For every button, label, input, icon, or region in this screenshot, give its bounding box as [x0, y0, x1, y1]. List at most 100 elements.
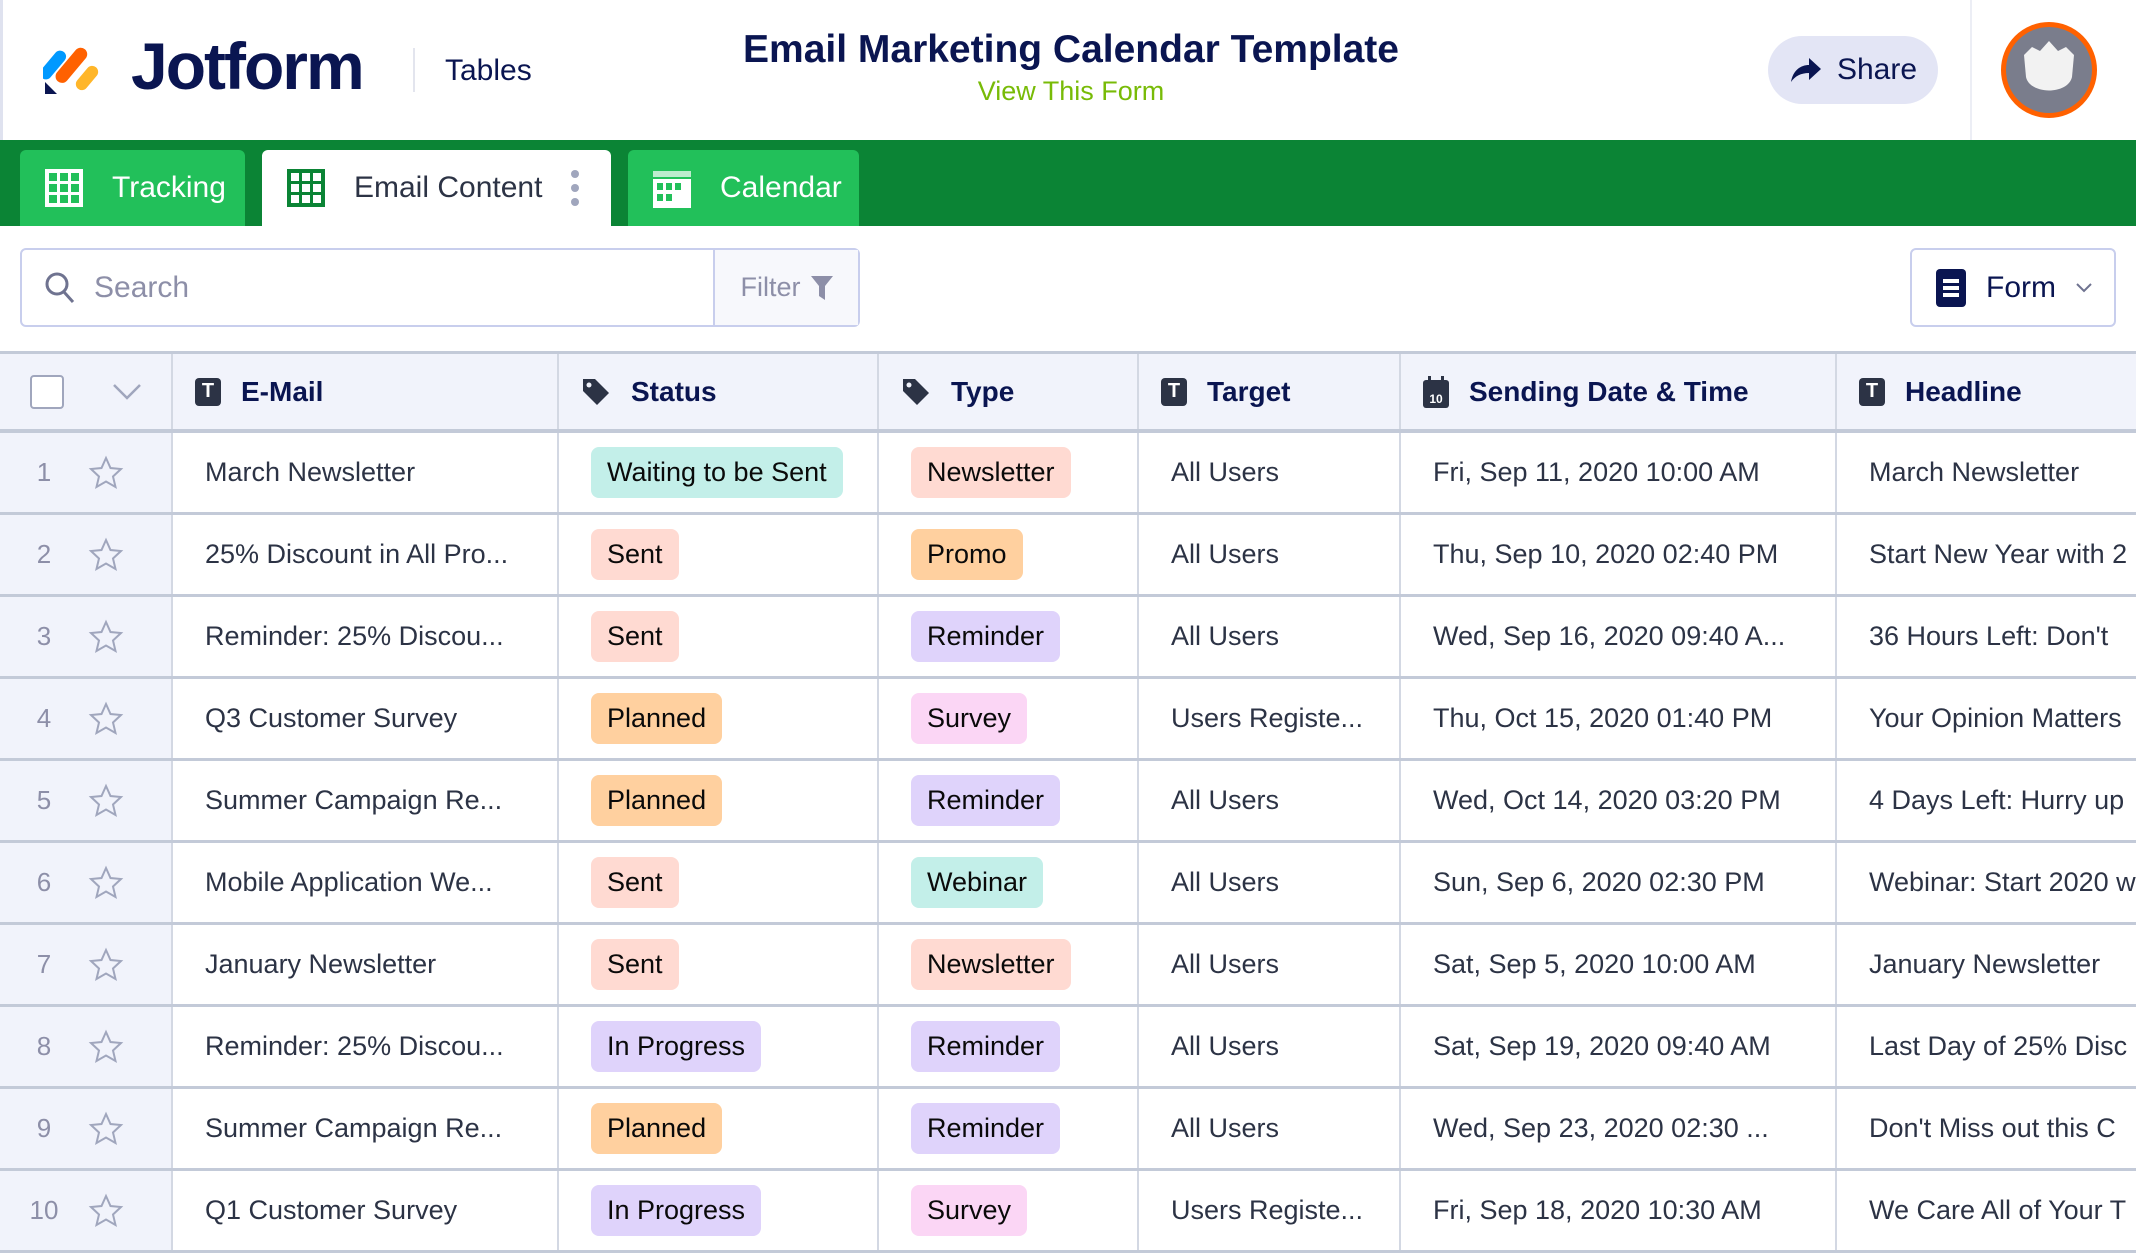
email-cell[interactable]: Mobile Application We...	[173, 843, 559, 922]
email-cell[interactable]: Summer Campaign Re...	[173, 761, 559, 840]
type-cell[interactable]: Newsletter	[879, 925, 1139, 1004]
jotform-logo-icon[interactable]	[43, 34, 103, 96]
star-icon[interactable]	[88, 701, 124, 737]
headline-cell[interactable]: January Newsletter	[1869, 949, 2101, 979]
type-cell[interactable]: Reminder	[879, 1089, 1139, 1168]
sending-date-cell[interactable]: Sat, Sep 5, 2020 10:00 AM	[1401, 925, 1837, 1004]
status-cell[interactable]: Planned	[559, 1089, 879, 1168]
table-row[interactable]: 1 March Newsletter Waiting to be Sent Ne…	[0, 433, 2136, 515]
star-icon[interactable]	[88, 537, 124, 573]
table-row[interactable]: 10 Q1 Customer Survey In Progress Survey…	[0, 1171, 2136, 1253]
column-header-sending-date[interactable]: 10 Sending Date & Time	[1401, 354, 1837, 429]
target-cell[interactable]: All Users	[1139, 925, 1401, 1004]
select-all-checkbox[interactable]	[30, 374, 64, 409]
status-cell[interactable]: In Progress	[559, 1171, 879, 1250]
tab-tracking[interactable]: Tracking	[20, 150, 245, 226]
search-box[interactable]: Search Filter	[20, 248, 860, 327]
sending-date-cell[interactable]: Thu, Oct 15, 2020 01:40 PM	[1401, 679, 1837, 758]
status-cell[interactable]: Sent	[559, 515, 879, 594]
type-cell[interactable]: Reminder	[879, 761, 1139, 840]
headline-cell[interactable]: 36 Hours Left: Don't	[1869, 621, 2109, 651]
status-cell[interactable]: Planned	[559, 761, 879, 840]
star-icon[interactable]	[88, 455, 124, 491]
email-cell[interactable]: Reminder: 25% Discou...	[173, 597, 559, 676]
target-cell[interactable]: All Users	[1139, 1007, 1401, 1086]
target-cell[interactable]: All Users	[1139, 433, 1401, 512]
column-header-headline[interactable]: T Headline	[1837, 354, 2136, 429]
headline-cell[interactable]: Last Day of 25% Disc	[1869, 1031, 2128, 1061]
table-row[interactable]: 3 Reminder: 25% Discou... Sent Reminder …	[0, 597, 2136, 679]
status-cell[interactable]: Sent	[559, 925, 879, 1004]
sending-date-cell[interactable]: Wed, Oct 14, 2020 03:20 PM	[1401, 761, 1837, 840]
email-cell[interactable]: March Newsletter	[173, 433, 559, 512]
status-cell[interactable]: Sent	[559, 843, 879, 922]
type-cell[interactable]: Reminder	[879, 597, 1139, 676]
status-cell[interactable]: Sent	[559, 597, 879, 676]
form-dropdown-button[interactable]: Form	[1910, 248, 2116, 327]
filter-button[interactable]: Filter	[713, 250, 858, 325]
sending-date-cell[interactable]: Wed, Sep 23, 2020 02:30 ...	[1401, 1089, 1837, 1168]
status-cell[interactable]: In Progress	[559, 1007, 879, 1086]
type-cell[interactable]: Survey	[879, 1171, 1139, 1250]
star-icon[interactable]	[88, 865, 124, 901]
share-button[interactable]: Share	[1768, 36, 1938, 104]
email-cell[interactable]: January Newsletter	[173, 925, 559, 1004]
headline-cell[interactable]: 4 Days Left: Hurry up	[1869, 785, 2125, 815]
star-icon[interactable]	[88, 783, 124, 819]
chevron-down-icon[interactable]	[112, 383, 142, 401]
user-avatar[interactable]	[2001, 22, 2097, 118]
sending-date-cell[interactable]: Fri, Sep 11, 2020 10:00 AM	[1401, 433, 1837, 512]
target-cell[interactable]: All Users	[1139, 515, 1401, 594]
headline-cell[interactable]: Start New Year with 2	[1869, 539, 2128, 569]
table-row[interactable]: 6 Mobile Application We... Sent Webinar …	[0, 843, 2136, 925]
email-cell[interactable]: Summer Campaign Re...	[173, 1089, 559, 1168]
headline-cell[interactable]: We Care All of Your T	[1869, 1195, 2127, 1225]
star-icon[interactable]	[88, 947, 124, 983]
table-row[interactable]: 4 Q3 Customer Survey Planned Survey User…	[0, 679, 2136, 761]
email-cell[interactable]: Q3 Customer Survey	[173, 679, 559, 758]
star-icon[interactable]	[88, 619, 124, 655]
star-icon[interactable]	[88, 1111, 124, 1147]
column-header-type[interactable]: Type	[879, 354, 1139, 429]
sending-date-cell[interactable]: Wed, Sep 16, 2020 09:40 A...	[1401, 597, 1837, 676]
table-row[interactable]: 9 Summer Campaign Re... Planned Reminder…	[0, 1089, 2136, 1171]
star-icon[interactable]	[88, 1029, 124, 1065]
target-cell[interactable]: Users Registe...	[1139, 679, 1401, 758]
type-cell[interactable]: Survey	[879, 679, 1139, 758]
column-header-email[interactable]: T E-Mail	[173, 354, 559, 429]
table-row[interactable]: 2 25% Discount in All Pro... Sent Promo …	[0, 515, 2136, 597]
type-cell[interactable]: Newsletter	[879, 433, 1139, 512]
headline-cell[interactable]: Your Opinion Matters	[1869, 703, 2122, 733]
target-cell[interactable]: All Users	[1139, 843, 1401, 922]
target-cell[interactable]: Users Registe...	[1139, 1171, 1401, 1250]
star-icon[interactable]	[88, 1193, 124, 1229]
target-cell[interactable]: All Users	[1139, 597, 1401, 676]
column-header-status[interactable]: Status	[559, 354, 879, 429]
status-cell[interactable]: Waiting to be Sent	[559, 433, 879, 512]
headline-cell[interactable]: Webinar: Start 2020 w	[1869, 867, 2136, 897]
column-header-target[interactable]: T Target	[1139, 354, 1401, 429]
sending-date-cell[interactable]: Sun, Sep 6, 2020 02:30 PM	[1401, 843, 1837, 922]
table-row[interactable]: 5 Summer Campaign Re... Planned Reminder…	[0, 761, 2136, 843]
target-cell[interactable]: All Users	[1139, 1089, 1401, 1168]
search-input[interactable]: Search	[94, 270, 190, 304]
email-cell[interactable]: 25% Discount in All Pro...	[173, 515, 559, 594]
email-cell[interactable]: Q1 Customer Survey	[173, 1171, 559, 1250]
tab-email-content[interactable]: Email Content	[262, 150, 611, 226]
status-cell[interactable]: Planned	[559, 679, 879, 758]
view-form-link[interactable]: View This Form	[977, 76, 1165, 106]
tab-calendar[interactable]: Calendar	[628, 150, 859, 226]
table-row[interactable]: 8 Reminder: 25% Discou... In Progress Re…	[0, 1007, 2136, 1089]
target-cell[interactable]: All Users	[1139, 761, 1401, 840]
more-vertical-icon[interactable]	[570, 168, 580, 208]
sending-date-cell[interactable]: Thu, Sep 10, 2020 02:40 PM	[1401, 515, 1837, 594]
headline-cell[interactable]: Don't Miss out this C	[1869, 1113, 2116, 1143]
sending-date-cell[interactable]: Fri, Sep 18, 2020 10:30 AM	[1401, 1171, 1837, 1250]
table-row[interactable]: 7 January Newsletter Sent Newsletter All…	[0, 925, 2136, 1007]
type-cell[interactable]: Promo	[879, 515, 1139, 594]
type-cell[interactable]: Reminder	[879, 1007, 1139, 1086]
email-cell[interactable]: Reminder: 25% Discou...	[173, 1007, 559, 1086]
sending-date-cell[interactable]: Sat, Sep 19, 2020 09:40 AM	[1401, 1007, 1837, 1086]
type-cell[interactable]: Webinar	[879, 843, 1139, 922]
headline-cell[interactable]: March Newsletter	[1869, 457, 2080, 487]
